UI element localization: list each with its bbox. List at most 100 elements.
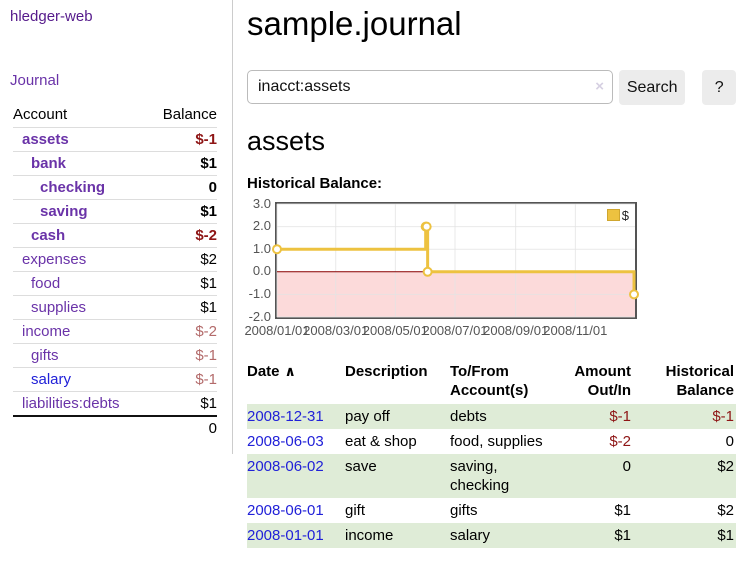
x-axis-tick-label: 2008/07/01 [422,322,488,338]
y-axis-tick-label: 2.0 [252,218,271,234]
search-input[interactable] [247,70,613,105]
transaction-amount: $1 [614,501,631,519]
chart-plot-area: $ [272,201,640,319]
brand-link[interactable]: hledger-web [10,8,93,25]
x-axis-tick-label: 2008/11/01 [543,322,608,338]
account-balance: $1 [148,295,217,320]
register-row: 2008-12-31 pay off debts $-1 $-1 [247,403,736,429]
help-button[interactable]: ? [702,70,736,106]
transaction-balance: $-1 [712,407,734,425]
transaction-accounts: saving, checking [450,457,510,494]
register-header-date[interactable]: Date ∧ [247,360,345,404]
account-balance: $1 [148,391,217,416]
accounts-table: Account Balance assets $-1 bank $1 checking 0… [13,104,217,440]
transaction-description: save [345,457,377,475]
account-link[interactable]: assets [22,131,69,148]
account-link[interactable]: saving [40,203,88,220]
accounts-total-row: 0 [13,415,217,440]
transaction-description: pay off [345,407,390,425]
transaction-date-link[interactable]: 2008-12-31 [247,407,324,425]
accounts-total-spacer [13,415,149,440]
transaction-date-link[interactable]: 2008-06-02 [247,457,324,475]
transaction-description: gift [345,501,366,519]
account-link[interactable]: salary [31,371,72,388]
transaction-date-link[interactable]: 2008-06-03 [247,432,324,450]
transaction-balance: 0 [725,432,734,450]
account-link[interactable]: supplies [31,299,87,316]
register-header-row: Date ∧ Description To/From Account(s) Amo… [247,360,736,404]
account-link[interactable]: expenses [22,251,87,268]
y-axis-tick-label: -1.0 [248,286,271,302]
sort-ascending-icon: ∧ [284,362,296,379]
transaction-description: eat & shop [345,432,417,450]
account-balance: $-1 [148,367,217,392]
transaction-description: income [345,526,394,544]
account-link[interactable]: checking [40,179,106,196]
transaction-balance: $2 [717,501,734,519]
search-form: × Search ? [247,70,736,106]
page-title: sample.journal [247,5,462,42]
chart-legend: $ [604,206,631,224]
legend-swatch [606,209,620,222]
account-row: gifts $-1 [13,343,217,368]
accounts-header-row: Account Balance [13,104,217,128]
register-header-accounts: To/From Account(s) [450,362,529,399]
account-link[interactable]: liabilities:debts [22,395,120,412]
register-header-balance: Historical Balance [665,362,734,399]
account-balance: $-1 [148,343,217,368]
accounts-header-account: Account [13,104,149,128]
transaction-balance: $2 [717,457,734,475]
transaction-accounts: gifts [450,501,478,519]
data-point-marker [421,221,432,232]
historical-balance-chart: $ 3.0 2.0 1.0 0.0 -1.0 -2.0 2008/01/01 2008/03/… [244,195,647,341]
register-row: 2008-06-03 eat & shop food, supplies $-2 0 [247,429,736,454]
account-row: income $-2 [13,319,217,344]
transaction-date-link[interactable]: 2008-06-01 [247,501,324,519]
account-link[interactable]: food [31,275,61,292]
transaction-balance: $1 [717,526,734,544]
main-content: sample.journal × Search ? assets Histori… [244,0,736,548]
account-link[interactable]: income [22,323,71,340]
account-link[interactable]: bank [31,155,67,172]
y-axis-tick-label: 3.0 [252,195,271,211]
transaction-accounts: debts [450,407,487,425]
transaction-amount: $-2 [609,432,631,450]
transaction-amount: $1 [614,526,631,544]
data-point-marker [422,266,433,277]
account-balance: $1 [148,151,217,176]
accounts-total-value: 0 [148,415,217,440]
account-link[interactable]: cash [31,227,66,244]
account-row: checking 0 [13,175,217,200]
transaction-amount: $-1 [609,407,631,425]
x-axis-tick-label: 2008/03/01 [303,322,369,338]
account-balance: $-2 [148,319,217,344]
account-link[interactable]: gifts [31,347,59,364]
legend-label: $ [621,207,629,223]
account-row: liabilities:debts $1 [13,391,217,416]
data-point-marker [629,289,640,300]
sidebar-item-journal[interactable]: Journal [10,72,60,89]
account-row: salary $-1 [13,367,217,392]
search-button[interactable]: Search [619,70,686,106]
account-balance: 0 [148,175,217,200]
account-balance: $1 [148,199,217,224]
account-row: bank $1 [13,151,217,176]
transaction-date-link[interactable]: 2008-01-01 [247,526,324,544]
account-row: supplies $1 [13,295,217,320]
account-balance: $1 [148,271,217,296]
account-row: assets $-1 [13,128,217,152]
transaction-accounts: salary [450,526,491,544]
register-row: 2008-01-01 income salary $1 $1 [247,522,736,548]
register-header-date-label: Date [247,362,280,380]
clear-search-icon[interactable]: × [595,78,604,96]
accounts-header-balance: Balance [148,104,217,128]
account-row: saving $1 [13,199,217,224]
account-balance: $2 [148,247,217,272]
account-heading: assets [247,126,326,157]
y-axis-tick-label: 0.0 [252,263,271,279]
data-point-marker [272,243,282,254]
x-axis-tick-label: 2008/09/01 [483,322,549,338]
transaction-amount: 0 [622,457,631,475]
chart-title: Historical Balance: [247,174,383,192]
x-axis-tick-label: 2008/05/01 [362,322,428,338]
